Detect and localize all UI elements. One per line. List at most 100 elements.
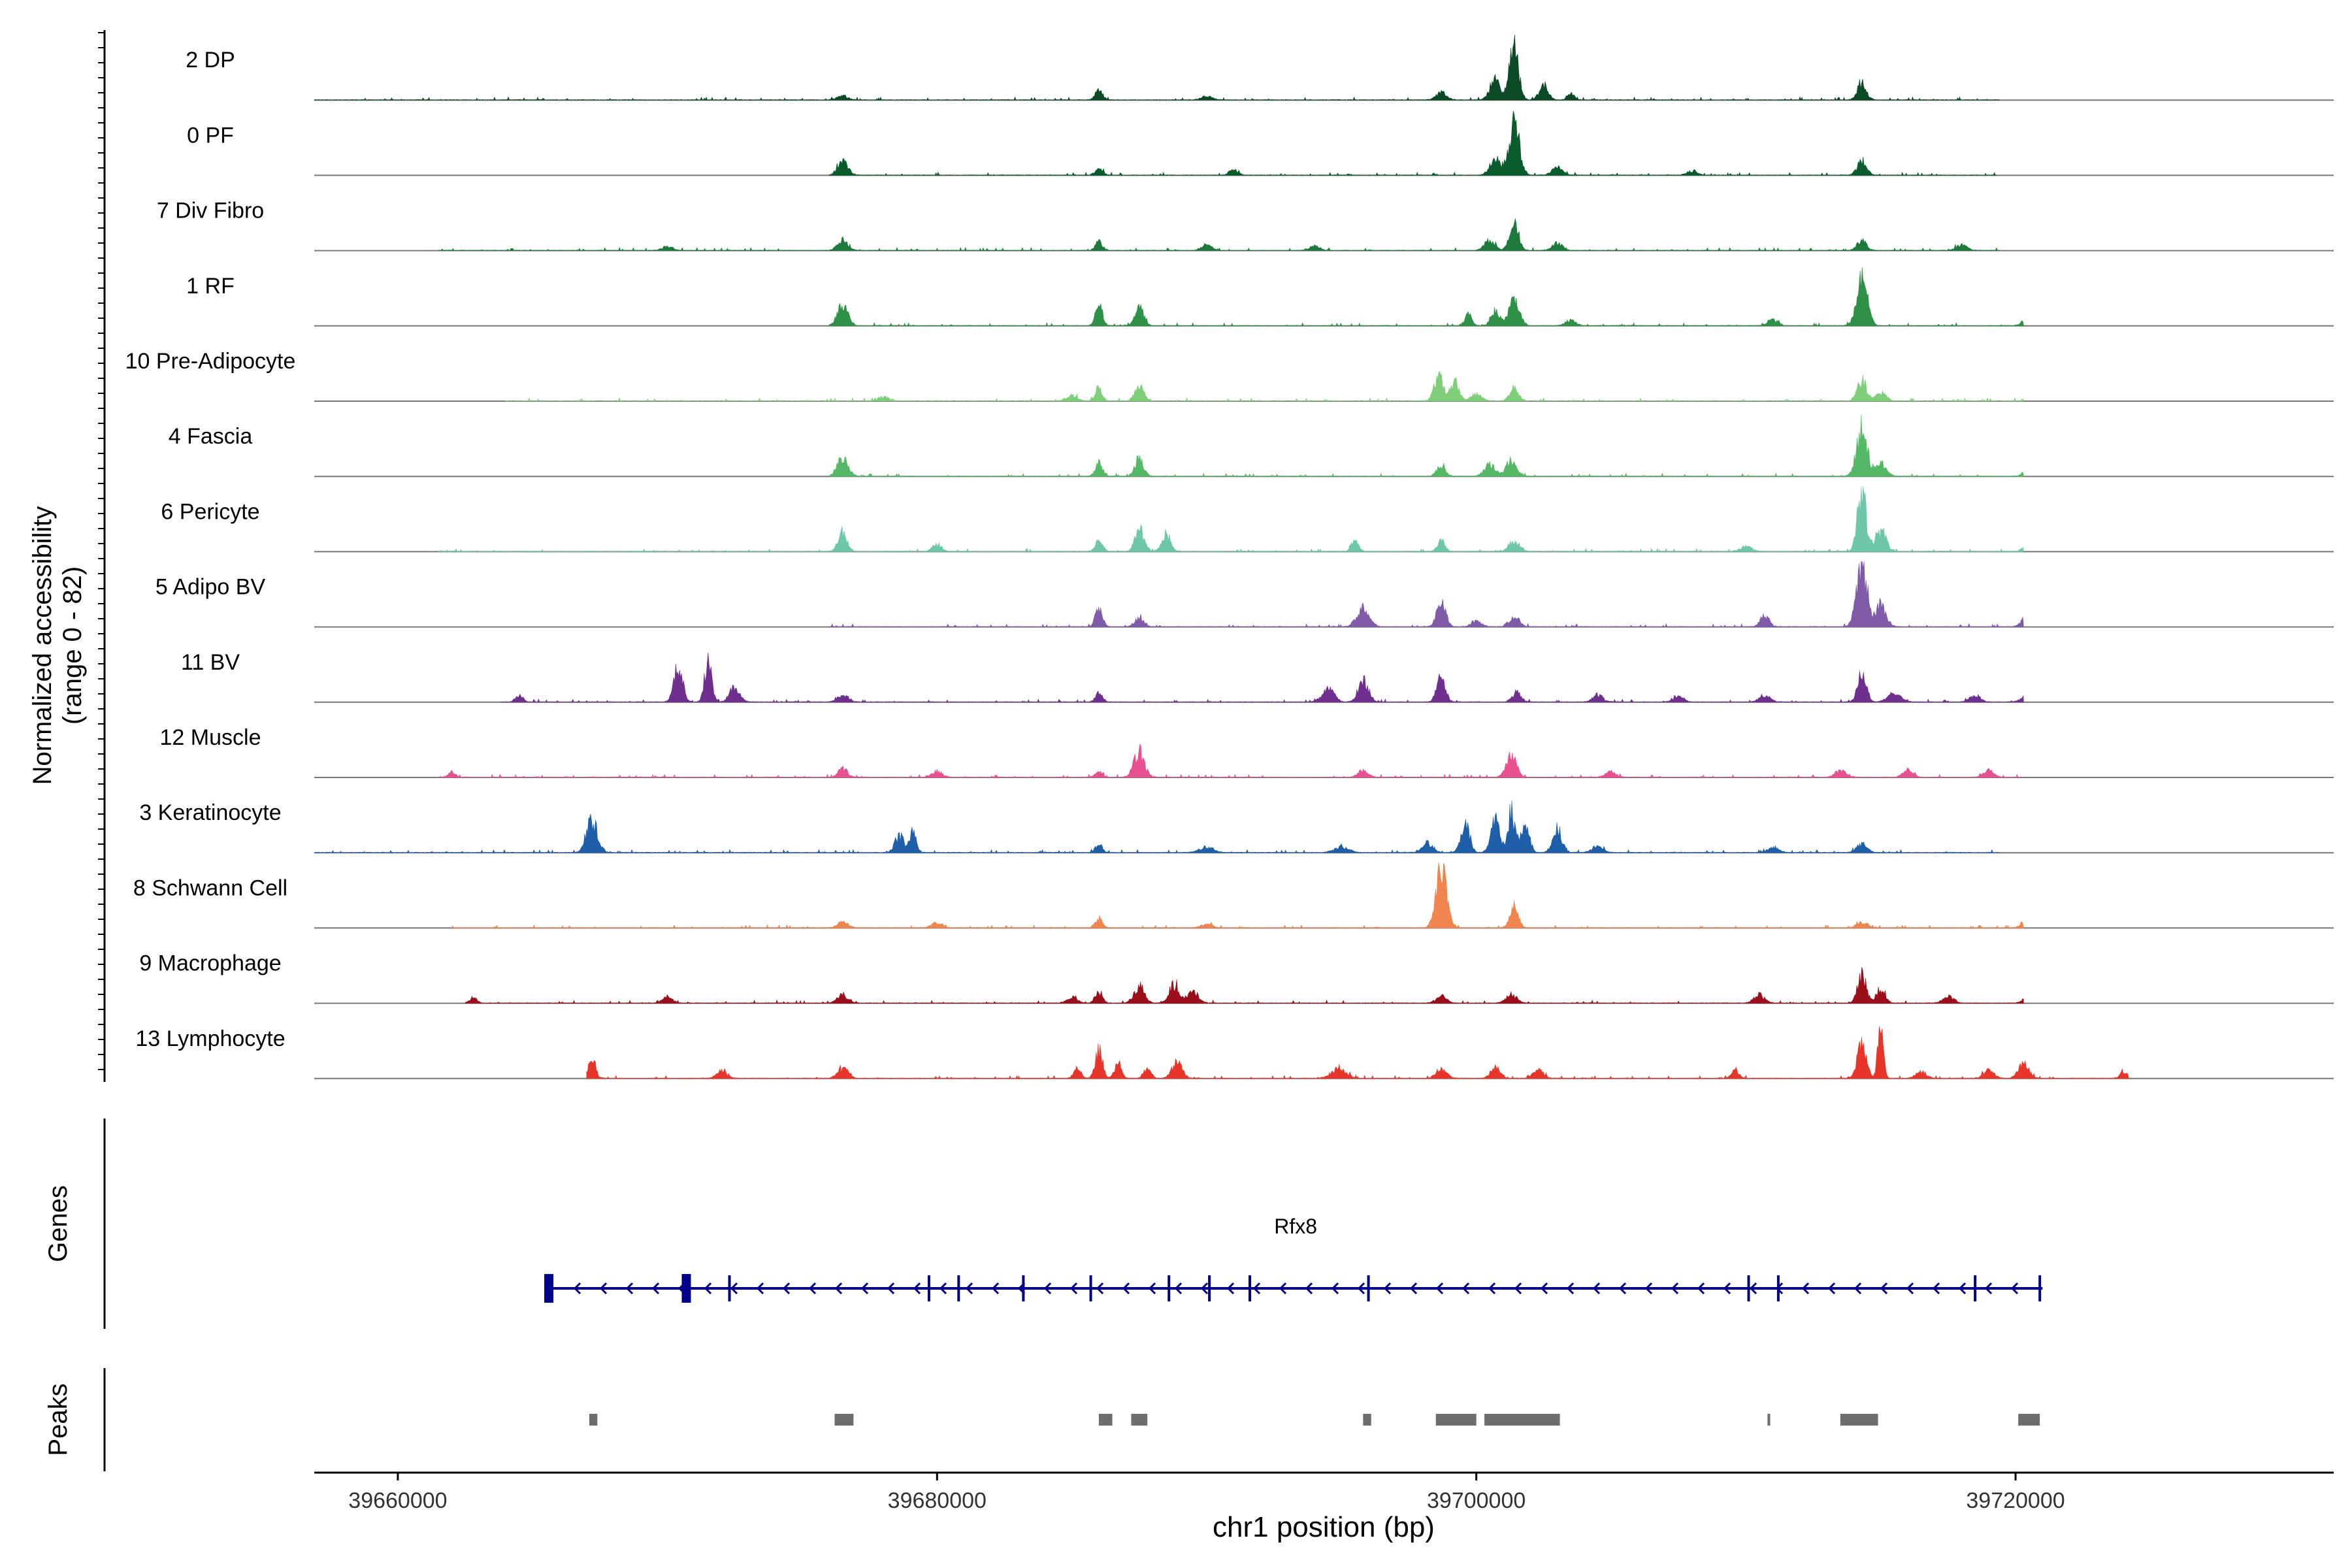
track-5: 10 Pre-Adipocyte (125, 349, 2334, 402)
coverage-y-axis: Normalized accessibility (range 0 - 82) (28, 30, 106, 1082)
coverage-area (438, 218, 2000, 252)
peaks-panel: Peaks (44, 1368, 2040, 1471)
track-label: 1 RF (186, 274, 235, 299)
strand-arrow (1357, 1282, 1365, 1295)
strand-arrow (939, 1282, 947, 1295)
strand-arrow (1540, 1282, 1548, 1295)
strand-arrow (730, 1282, 738, 1295)
track-9: 11 BV (181, 650, 2334, 703)
peak-region (1131, 1414, 1148, 1426)
peak-region (834, 1414, 854, 1426)
coverage-area (828, 110, 1997, 176)
strand-arrow (1671, 1282, 1679, 1295)
strand-arrow (599, 1282, 608, 1295)
strand-arrow (1749, 1282, 1757, 1295)
strand-arrow (1331, 1282, 1339, 1295)
genes-label: Genes (44, 1185, 73, 1262)
strand-arrow (1618, 1282, 1627, 1295)
strand-arrow (1801, 1282, 1810, 1295)
x-axis: 39660000 39680000 39700000 39720000 chr1 po… (314, 1471, 2334, 1543)
strand-arrow (887, 1282, 895, 1295)
x-tick-label: 39700000 (1427, 1488, 1526, 1513)
exon (681, 1274, 691, 1303)
track-3: 7 Div Fibro (157, 199, 2334, 252)
genes-panel: Genes Rfx8 (44, 1119, 2043, 1329)
strand-arrow (704, 1282, 712, 1295)
strand-arrow (1592, 1282, 1601, 1295)
strand-arrow (1723, 1282, 1731, 1295)
coverage-area (828, 267, 2024, 327)
strand-arrow (1906, 1282, 1914, 1295)
peak-region (589, 1414, 598, 1426)
strand-arrow (1488, 1282, 1496, 1295)
strand-arrow (782, 1282, 791, 1295)
track-label: 12 Muscle (160, 725, 261, 750)
track-label: 5 Adipo BV (155, 575, 266, 600)
strand-arrow (1514, 1282, 1522, 1295)
track-label: 6 Pericyte (161, 499, 259, 524)
peaks-label: Peaks (44, 1383, 73, 1456)
x-tick-label: 39680000 (888, 1488, 987, 1513)
coverage-area (438, 743, 2024, 778)
track-2: 0 PF (187, 110, 2334, 176)
track-10: 12 Muscle (160, 725, 2334, 778)
strand-arrow (1174, 1282, 1183, 1295)
coverage-area (828, 415, 2024, 477)
strand-arrow (1880, 1282, 1888, 1295)
strand-arrow (965, 1282, 973, 1295)
coverage-area (500, 652, 2024, 703)
coverage-area (451, 862, 2024, 928)
strand-arrow (1827, 1282, 1836, 1295)
strand-arrow (1200, 1282, 1209, 1295)
strand-arrow (991, 1282, 1000, 1295)
track-7: 6 Pericyte (161, 486, 2334, 553)
track-13: 9 Macrophage (139, 951, 2334, 1004)
x-tick-label: 39720000 (1966, 1488, 2065, 1513)
strand-arrow (1070, 1282, 1078, 1295)
coverage-area (314, 800, 2000, 853)
peak-region (1484, 1414, 1560, 1426)
track-label: 0 PF (187, 123, 234, 148)
x-tick-label: 39660000 (348, 1488, 447, 1513)
strand-arrow (860, 1282, 869, 1295)
strand-arrow (1148, 1282, 1156, 1295)
y-axis-label-line1: Normalized accessibility (28, 506, 57, 785)
coverage-area (314, 35, 2001, 101)
strand-arrow (756, 1282, 764, 1295)
coverage-area (465, 967, 2024, 1004)
track-label: 8 Schwann Cell (133, 875, 287, 900)
track-label: 11 BV (181, 650, 240, 675)
track-label: 10 Pre-Adipocyte (125, 349, 296, 374)
strand-arrow (1462, 1282, 1470, 1295)
track-14: 13 Lymphocyte (135, 1026, 2334, 1079)
track-11: 3 Keratinocyte (139, 800, 2334, 854)
track-label: 13 Lymphocyte (135, 1026, 285, 1051)
strand-arrow (1435, 1282, 1444, 1295)
strand-arrow (1305, 1282, 1313, 1295)
y-axis-label: Normalized accessibility (28, 506, 57, 785)
peak-region (1840, 1414, 1878, 1426)
strand-arrow (1096, 1282, 1104, 1295)
strand-arrow (1697, 1282, 1705, 1295)
peak-region (1363, 1414, 1371, 1426)
strand-arrow (625, 1282, 634, 1295)
strand-arrow (1279, 1282, 1287, 1295)
strand-arrow (1409, 1282, 1418, 1295)
x-axis-title: chr1 position (bp) (1213, 1511, 1435, 1543)
exon (544, 1274, 554, 1303)
coverage-tracks: 2 DP 0 PF 7 Div Fibro 1 RF 10 Pre-Adipocyte 4… (125, 35, 2334, 1079)
coverage-area (438, 486, 2024, 553)
track-12: 8 Schwann Cell (133, 862, 2334, 929)
strand-arrow (834, 1282, 843, 1295)
strand-arrow (2010, 1282, 2019, 1295)
strand-arrow (1252, 1282, 1261, 1295)
y-axis-label-range: (range 0 - 82) (58, 566, 87, 725)
track-label: 4 Fascia (169, 424, 253, 449)
gene-name: Rfx8 (1274, 1215, 1317, 1238)
strand-arrow (1644, 1282, 1653, 1295)
coverage-area (586, 1026, 2129, 1079)
peak-region (1098, 1414, 1113, 1426)
strand-arrow (1566, 1282, 1575, 1295)
strand-arrow (913, 1282, 921, 1295)
